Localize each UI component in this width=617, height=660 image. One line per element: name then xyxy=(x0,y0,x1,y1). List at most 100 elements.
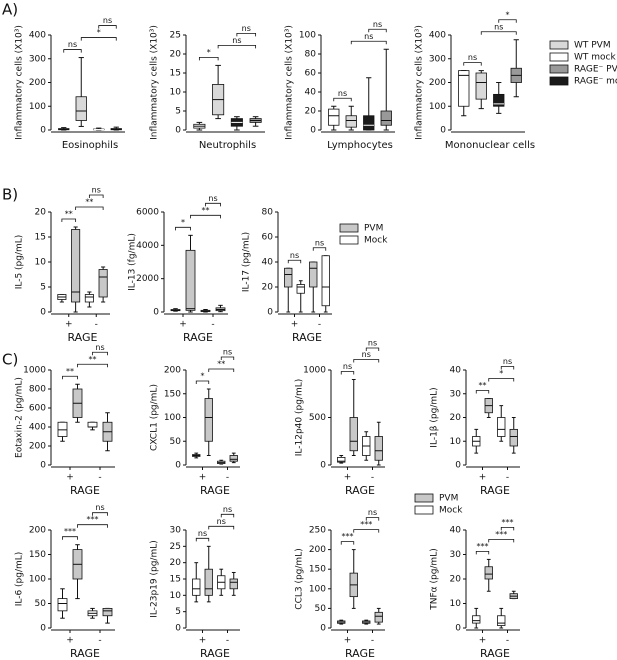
box xyxy=(484,566,493,580)
x-tick-label: + xyxy=(199,473,207,483)
bracket xyxy=(92,512,108,516)
bracket xyxy=(220,356,235,360)
significance: ** xyxy=(479,381,487,390)
y-tick-label: 40 xyxy=(450,526,462,536)
x-axis-label: RAGE xyxy=(200,484,230,497)
box xyxy=(374,611,383,623)
y-axis-label: CXCL1 (pg/mL) xyxy=(150,384,160,451)
significance: *** xyxy=(342,532,354,541)
significance: ns xyxy=(198,529,207,538)
y-tick-label: 10 xyxy=(450,599,462,609)
box xyxy=(374,436,383,461)
bracket xyxy=(63,49,82,53)
y-tick-label: 0 xyxy=(175,461,181,471)
x-tick-label: + xyxy=(291,320,299,330)
y-tick-label: 0 xyxy=(153,308,159,318)
legend-swatch xyxy=(414,505,434,515)
y-tick-label: 4000 xyxy=(136,241,159,251)
y-tick-label: 200 xyxy=(29,78,46,88)
legend-label: PVM xyxy=(364,224,383,234)
bracket xyxy=(480,31,517,35)
y-tick-label: 15 xyxy=(170,575,181,585)
y-tick-label: 20 xyxy=(262,283,274,293)
y-tick-label: 20 xyxy=(450,575,462,585)
legend-swatch xyxy=(414,493,434,503)
bracket xyxy=(475,551,490,555)
y-tick-label: 10 xyxy=(170,591,182,601)
bracket xyxy=(333,97,352,102)
y-tick-label: 150 xyxy=(164,389,181,399)
significance: * xyxy=(97,28,101,37)
box xyxy=(229,455,238,462)
y-tick-label: 100 xyxy=(164,413,181,423)
x-axis-label: RAGE xyxy=(345,647,375,660)
box xyxy=(296,284,305,294)
y-tick-label: 20 xyxy=(35,208,47,218)
box xyxy=(229,578,238,590)
significance: *** xyxy=(360,520,372,529)
x-axis-label: RAGE xyxy=(200,647,230,660)
y-tick-label: 60 xyxy=(305,69,317,79)
significance: ns xyxy=(217,517,226,526)
x-tick-label: - xyxy=(226,636,229,646)
significance: ns xyxy=(373,20,382,29)
y-tick-label: 15 xyxy=(35,233,46,243)
box xyxy=(185,249,196,311)
y-tick-label: 10 xyxy=(170,88,182,98)
significance: ns xyxy=(208,194,217,203)
box xyxy=(363,115,375,131)
x-axis-label: RAGE xyxy=(183,331,213,344)
y-tick-label: 200 xyxy=(29,442,46,452)
bracket xyxy=(77,363,108,368)
significance: ** xyxy=(217,360,225,369)
significance: ns xyxy=(95,343,104,352)
y-tick-label: 300 xyxy=(429,54,446,64)
x-axis-label: RAGE xyxy=(480,484,510,497)
box xyxy=(349,417,358,452)
y-tick-label: 20 xyxy=(170,50,182,60)
y-tick-label: 150 xyxy=(309,565,326,575)
y-tick-label: 0 xyxy=(455,461,461,471)
bracket xyxy=(198,57,219,61)
x-axis-label: Lymphocytes xyxy=(327,140,393,151)
significance: ns xyxy=(494,22,503,31)
y-tick-label: 0 xyxy=(40,624,46,634)
bracket xyxy=(350,40,387,45)
bracket xyxy=(220,513,235,518)
bracket xyxy=(340,541,355,545)
x-tick-label: + xyxy=(66,636,74,646)
x-axis-label: RAGE xyxy=(67,331,97,344)
box xyxy=(102,608,113,617)
box xyxy=(380,110,392,126)
y-tick-label: 10 xyxy=(35,258,47,268)
panel-label: C) xyxy=(2,351,18,369)
bracket xyxy=(353,359,380,363)
y-tick-label: 30 xyxy=(170,526,182,536)
y-tick-label: 150 xyxy=(29,550,46,560)
y-tick-label: 5 xyxy=(175,607,181,617)
y-tick-label: 1000 xyxy=(303,366,326,376)
bracket xyxy=(340,371,355,375)
x-tick-label: - xyxy=(506,636,509,646)
box xyxy=(87,421,98,428)
x-tick-label: + xyxy=(66,473,74,483)
box xyxy=(192,578,201,596)
y-tick-label: 300 xyxy=(29,54,46,64)
bracket xyxy=(88,194,104,198)
bracket xyxy=(287,259,302,264)
y-tick-label: 0 xyxy=(320,461,326,471)
y-tick-label: 50 xyxy=(315,604,327,614)
y-tick-label: 6000 xyxy=(136,208,159,218)
significance: ns xyxy=(95,503,104,512)
y-tick-label: 50 xyxy=(35,599,47,609)
y-axis-label: IL-17 (pg/mL) xyxy=(242,232,252,292)
legend-swatch xyxy=(339,235,359,245)
box xyxy=(497,615,506,626)
x-tick-label: - xyxy=(506,473,509,483)
significance: *** xyxy=(87,515,99,524)
significance: ** xyxy=(85,198,93,207)
significance: ** xyxy=(66,367,74,376)
bracket xyxy=(175,226,191,231)
y-tick-label: 200 xyxy=(29,526,46,536)
